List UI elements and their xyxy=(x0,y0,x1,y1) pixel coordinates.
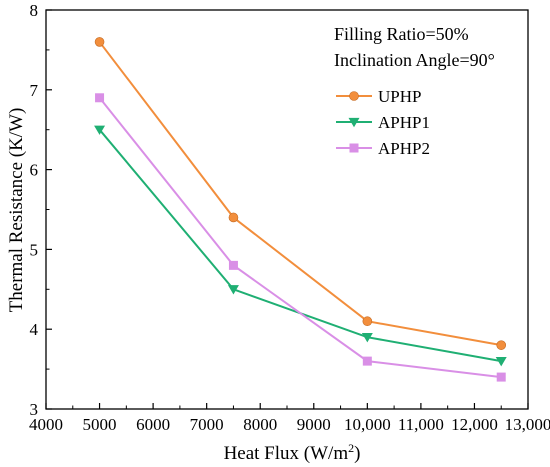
x-tick-label: 7000 xyxy=(190,415,224,434)
y-tick-label: 7 xyxy=(30,81,39,100)
annotation-inclination-angle: Inclination Angle=90° xyxy=(334,50,495,70)
x-axis-title-end: ) xyxy=(354,443,360,464)
data-point-aphp2-0 xyxy=(95,93,105,103)
x-tick-label: 9000 xyxy=(297,415,331,434)
legend-label-aphp2: APHP2 xyxy=(378,139,430,158)
data-point-aphp2-2 xyxy=(362,356,372,366)
data-point-aphp1-0 xyxy=(94,125,106,135)
y-axis-title: Thermal Resistance (K/W) xyxy=(6,108,27,313)
data-point-aphp2-1 xyxy=(228,260,238,270)
annotations: Filling Ratio=50% Inclination Angle=90° xyxy=(334,24,495,70)
series-line-aphp1 xyxy=(98,129,502,363)
x-tick-label: 8000 xyxy=(243,415,277,434)
plot-area xyxy=(94,37,507,382)
data-point-aphp1-1 xyxy=(227,285,239,295)
x-tick-label: 4000 xyxy=(29,415,63,434)
x-axis-title: Heat Flux (W/m2) xyxy=(224,441,361,464)
y-tick-label: 6 xyxy=(30,161,39,180)
x-tick-label: 11,000 xyxy=(398,415,444,434)
x-tick-label: 10,000 xyxy=(344,415,391,434)
legend-marker-aphp2 xyxy=(349,143,359,153)
x-tick-label: 12,000 xyxy=(451,415,498,434)
legend: UPHP APHP1 APHP2 xyxy=(336,87,430,158)
legend-label-uphp: UPHP xyxy=(378,87,421,106)
data-point-uphp-0 xyxy=(94,37,105,47)
y-tick-label: 5 xyxy=(30,240,39,259)
legend-label-aphp1: APHP1 xyxy=(378,113,430,132)
x-tick-label: 5000 xyxy=(83,415,117,434)
x-tick-label: 6000 xyxy=(136,415,170,434)
axes: 4000 5000 6000 7000 8000 9000 10,000 11,000 12,0… xyxy=(29,1,550,434)
legend-marker-aphp1 xyxy=(348,117,360,128)
data-point-uphp-2 xyxy=(362,316,373,327)
y-tick-label: 4 xyxy=(30,320,39,339)
annotation-filling-ratio: Filling Ratio=50% xyxy=(334,24,469,44)
data-point-aphp2-3 xyxy=(496,372,506,382)
y-tick-label: 3 xyxy=(30,400,39,419)
series-line-uphp xyxy=(98,41,502,347)
data-point-aphp1-3 xyxy=(495,356,507,367)
x-axis-title-main: Heat Flux (W/m xyxy=(224,443,349,464)
legend-marker-uphp xyxy=(349,91,359,101)
data-point-aphp1-2 xyxy=(361,333,373,343)
series-line-aphp2 xyxy=(98,97,502,379)
data-point-uphp-3 xyxy=(496,340,507,350)
x-axis-title-superscript: 2 xyxy=(348,441,354,455)
data-point-uphp-1 xyxy=(228,212,239,223)
x-tick-label: 13,000 xyxy=(505,415,550,434)
y-tick-label: 8 xyxy=(30,1,39,20)
